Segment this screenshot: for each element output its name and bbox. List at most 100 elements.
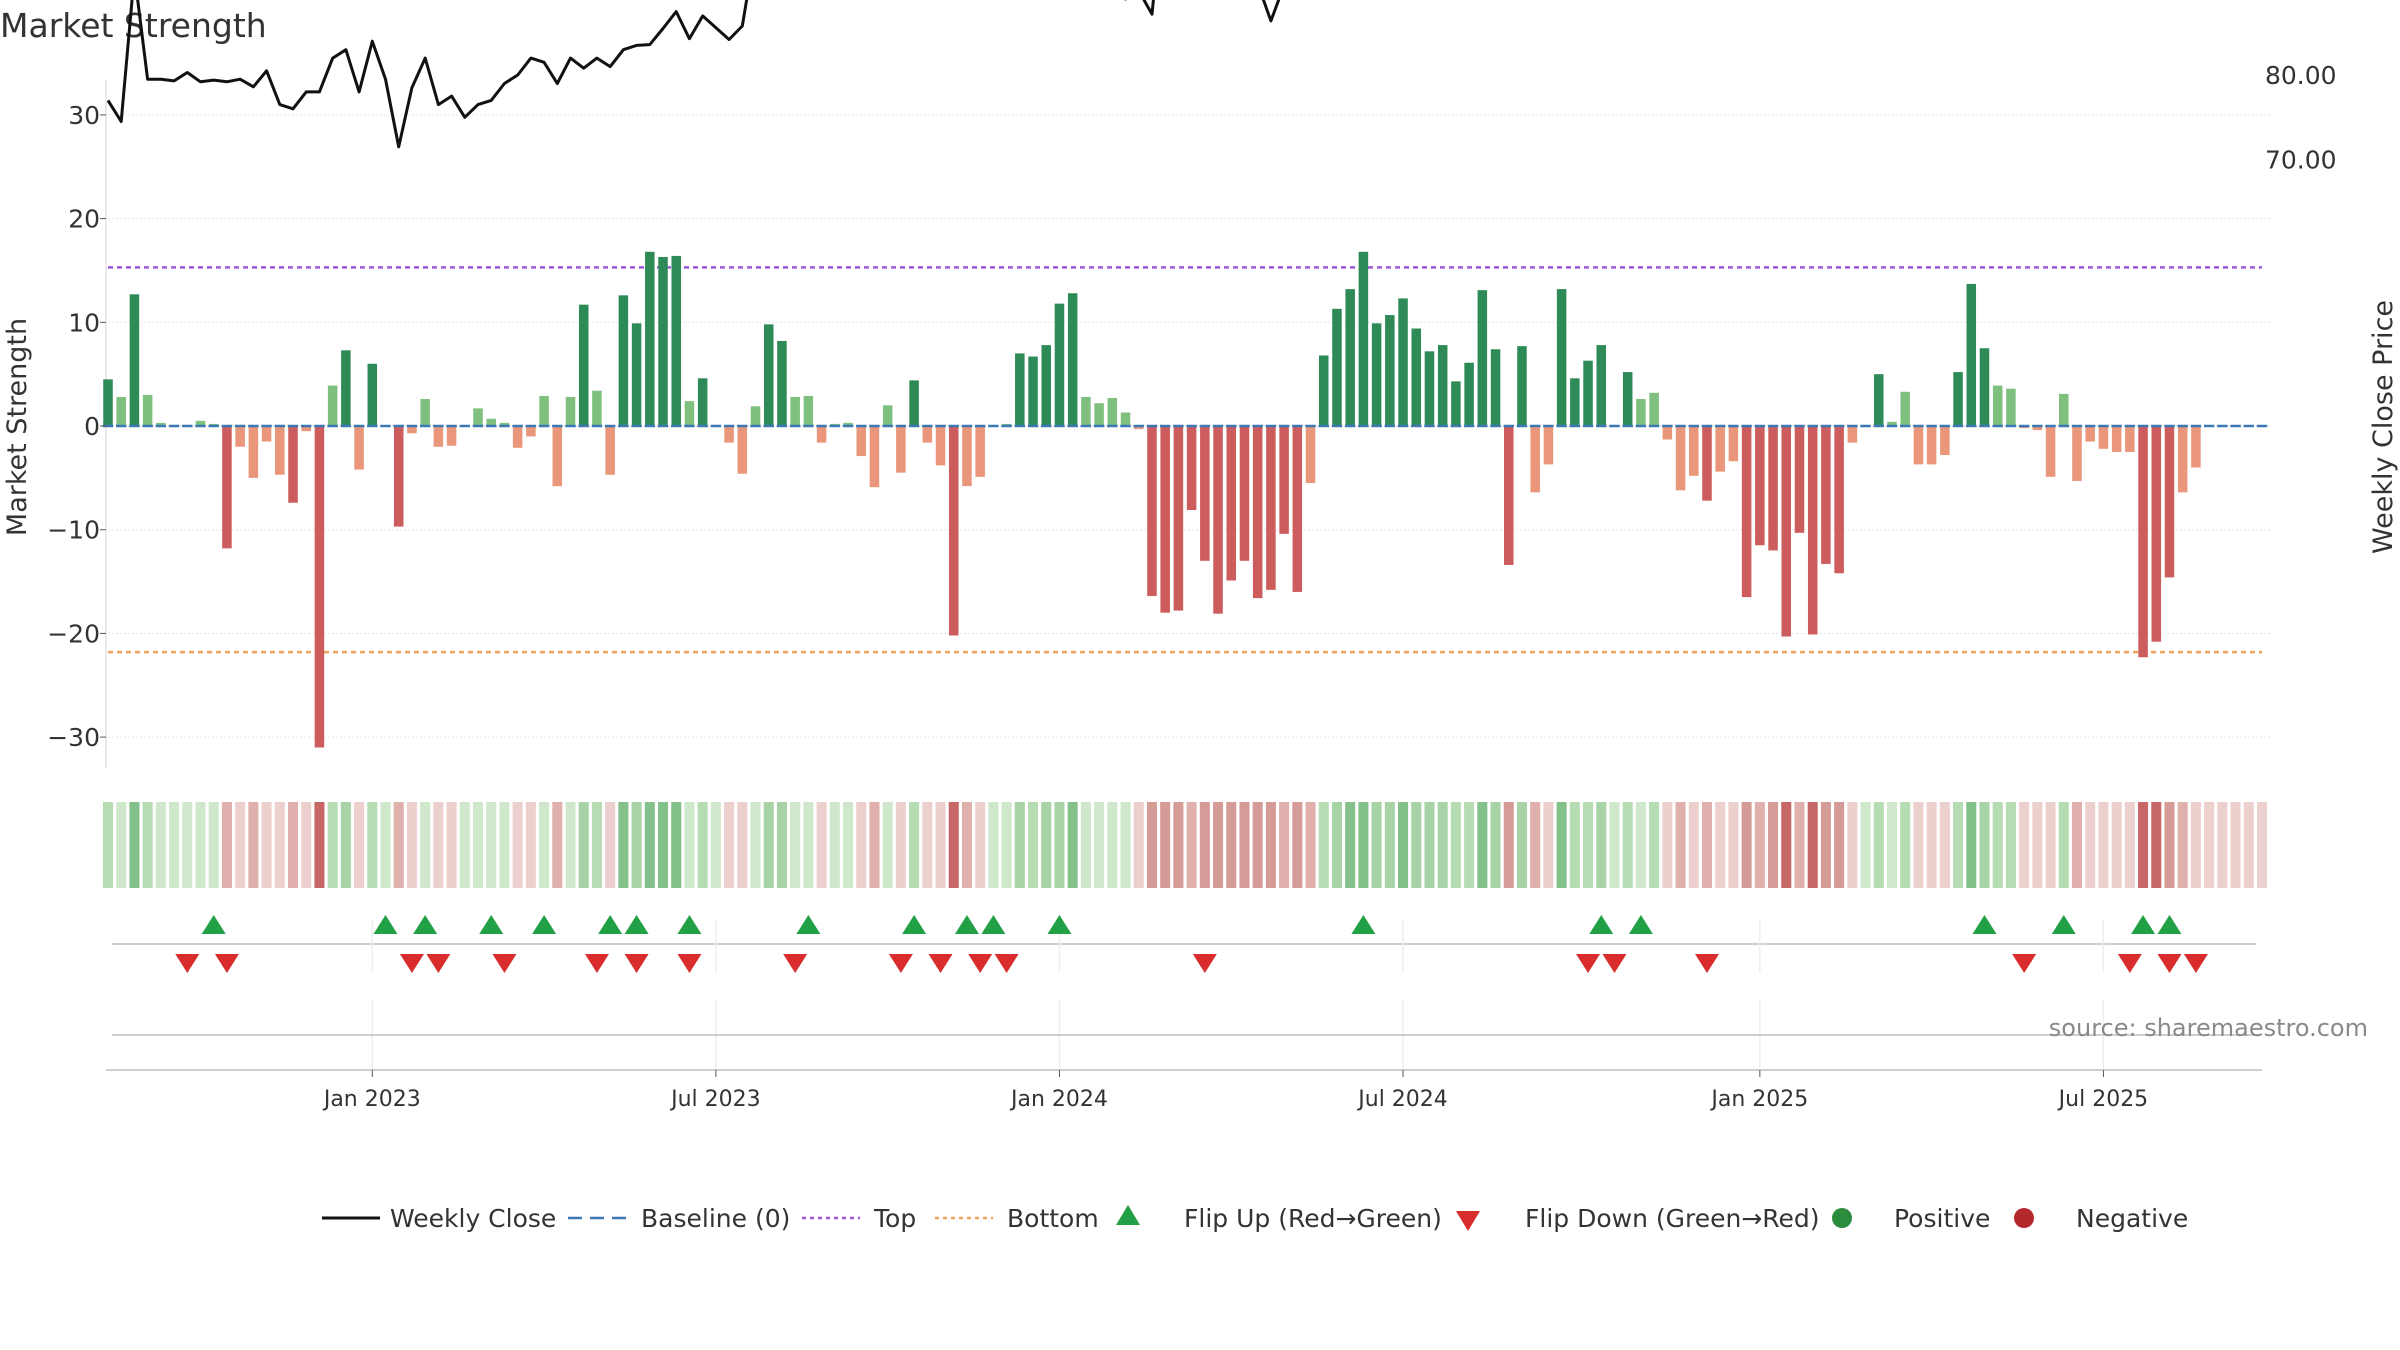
flip-up-marker: [2157, 915, 2182, 934]
strength-bar: [1133, 426, 1144, 430]
heat-cell: [671, 802, 682, 888]
strength-bar: [1517, 346, 1527, 426]
flip-up-marker: [1589, 915, 1614, 934]
strength-bar: [1451, 381, 1461, 426]
heat-cell: [1080, 802, 1091, 888]
flip-down-marker: [214, 954, 239, 973]
heat-cell: [142, 802, 153, 888]
heat-cell: [472, 802, 484, 888]
heat-cell: [2071, 802, 2083, 888]
strength-bar: [1543, 426, 1554, 465]
flip-up-marker: [796, 915, 821, 934]
x-tick-label: Jan 2023: [322, 1087, 421, 1112]
heat-cell: [618, 802, 629, 888]
strength-bar: [1874, 374, 1884, 426]
strength-bar: [473, 408, 483, 426]
heat-cell: [750, 802, 761, 888]
strength-bar: [341, 350, 351, 426]
strength-bar: [1926, 426, 1937, 465]
heat-cell: [1028, 802, 1039, 888]
heat-cell: [182, 802, 193, 888]
y-axis-right: 150.00140.00130.00120.00110.00100.0090.0…: [2265, 0, 2337, 175]
flip-down-marker: [1576, 954, 1601, 973]
strength-bar: [327, 385, 338, 426]
strength-bar: [1570, 378, 1580, 426]
strength-bar: [816, 426, 827, 443]
heat-cell: [2032, 802, 2043, 888]
heat-cell: [1794, 802, 1805, 888]
strength-bar: [737, 426, 748, 474]
strength-bar: [882, 405, 893, 426]
strength-bar: [1768, 426, 1778, 551]
heat-cell: [1649, 802, 1660, 888]
heat-cell: [763, 802, 774, 888]
x-tick-label: Jul 2023: [669, 1087, 761, 1112]
strength-bar: [1173, 426, 1184, 611]
strength-bar: [2072, 426, 2082, 481]
strength-bar: [1411, 328, 1422, 426]
heat-cell: [1873, 802, 1884, 888]
heat-cell: [856, 802, 867, 888]
strength-bar: [2125, 426, 2135, 452]
heat-cell: [499, 802, 510, 888]
strength-bar: [843, 422, 853, 426]
strength-bar: [671, 255, 681, 426]
strength-bar: [1741, 426, 1752, 598]
strength-bar: [393, 426, 404, 527]
strength-bar: [1583, 360, 1593, 426]
strength-bar: [512, 426, 523, 448]
heat-cell: [1635, 802, 1646, 888]
heat-cell: [1900, 802, 1911, 888]
strength-bar: [1358, 251, 1369, 426]
strength-bar: [1067, 293, 1078, 426]
strength-bar: [235, 426, 245, 447]
flip-up-marker: [2051, 915, 2076, 934]
strength-bar: [1252, 426, 1263, 599]
strength-bar: [631, 323, 642, 426]
heat-cell: [1292, 802, 1303, 888]
strength-bar: [658, 256, 668, 426]
weekly-close-line: [106, 0, 1281, 149]
strength-bar: [1028, 356, 1038, 426]
strength-bar: [367, 363, 378, 426]
heat-cell: [1569, 802, 1580, 888]
heat-cell: [1992, 802, 2003, 888]
heat-cell: [697, 802, 708, 888]
strength-bar: [116, 396, 126, 426]
flip-up-marker: [954, 915, 979, 934]
heat-cell: [1384, 802, 1395, 888]
heat-cell: [935, 802, 946, 888]
heat-cell: [552, 802, 563, 888]
heat-cell: [1886, 802, 1898, 888]
y2-tick-label: 90.00: [2265, 0, 2337, 6]
heat-cell: [1596, 802, 1607, 888]
heat-cell: [909, 802, 920, 888]
strength-bar: [301, 426, 311, 432]
heat-cell: [340, 802, 351, 888]
strength-bar: [433, 426, 444, 447]
heat-cell: [631, 802, 642, 888]
heat-cell: [380, 802, 391, 888]
strength-bar: [2006, 388, 2016, 426]
x-axis: Jan 2023 Jul 2023 Jan 2024 Jul 2024 Jan 2025…: [322, 1070, 2148, 1112]
heat-cell: [1120, 802, 1131, 888]
strength-bar: [1913, 426, 1924, 465]
strength-bar: [1794, 426, 1805, 533]
heat-cell: [2005, 802, 2016, 888]
heat-cell: [2058, 802, 2069, 888]
strength-bar: [1715, 426, 1725, 472]
flip-up-marker: [981, 915, 1006, 934]
heat-cell: [2164, 802, 2175, 888]
strength-bar: [314, 426, 325, 748]
strength-bar: [1332, 308, 1342, 426]
heat-cell: [486, 802, 497, 888]
heat-cell: [2190, 802, 2201, 888]
heat-cell: [1173, 802, 1184, 888]
heat-cell: [737, 802, 748, 888]
heat-cell: [1490, 802, 1501, 888]
flip-up-marker: [1972, 915, 1997, 934]
strength-bar: [407, 426, 417, 434]
strength-bar: [248, 426, 259, 478]
heat-cell: [1543, 802, 1554, 888]
heat-cell: [274, 802, 285, 888]
